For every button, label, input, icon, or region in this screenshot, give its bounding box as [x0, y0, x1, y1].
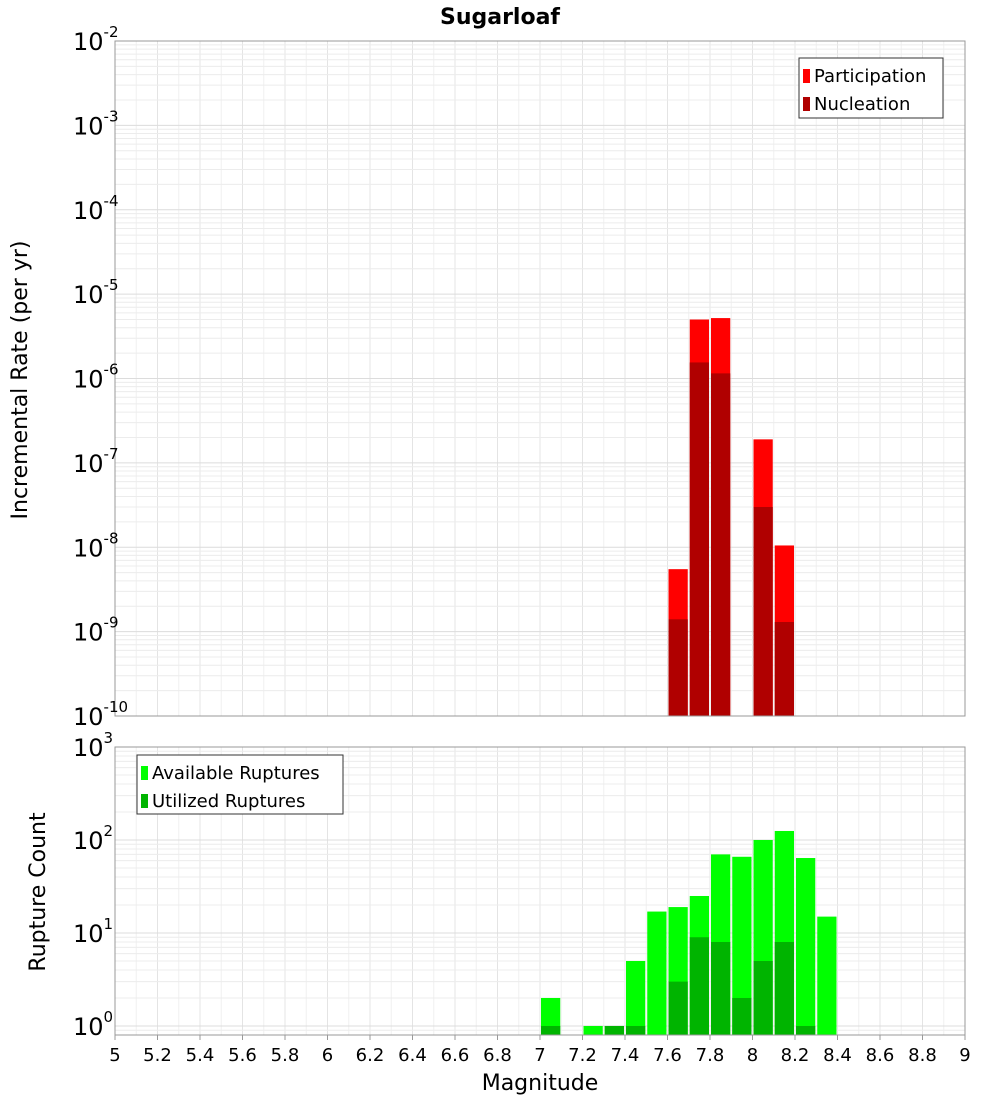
y-tick-exponent: -6	[104, 361, 119, 379]
x-tick-label: 5.6	[228, 1045, 257, 1066]
bottom-y-tick-label: 103	[73, 729, 113, 762]
bottom-bar-utilized-ruptures	[541, 1025, 561, 1035]
top-bar-nucleation	[711, 373, 731, 716]
x-tick-label: 7.2	[568, 1045, 597, 1066]
y-tick-exponent: -4	[104, 192, 119, 210]
top-y-tick-label: 10-9	[73, 614, 119, 647]
x-tick-label: 8.6	[866, 1045, 895, 1066]
bottom-legend	[136, 754, 344, 815]
y-tick-exponent: -5	[104, 276, 119, 294]
bottom-bar-available-ruptures	[796, 858, 816, 1035]
bottom-bar-utilized-ruptures	[604, 1025, 624, 1035]
chart-title: Sugarloaf	[440, 5, 560, 30]
top-y-tick-label: 10-7	[73, 445, 119, 478]
x-tick-label: 5.2	[143, 1045, 172, 1066]
top-bar-nucleation	[689, 362, 709, 716]
x-tick-label: 7.6	[653, 1045, 682, 1066]
y-tick-exponent: -10	[104, 698, 129, 716]
x-tick-label: 9	[959, 1045, 970, 1066]
bottom-legend-swatch	[141, 766, 148, 780]
y-tick-exponent: -8	[104, 529, 119, 547]
y-tick-exponent: -9	[104, 614, 119, 632]
top-bar-nucleation	[668, 619, 688, 716]
bottom-bar-utilized-ruptures	[668, 981, 688, 1035]
top-plot-frame	[114, 40, 966, 717]
y-tick-base: 10	[73, 281, 104, 309]
x-tick-label: 5.4	[186, 1045, 215, 1066]
y-tick-base: 10	[73, 827, 104, 855]
y-tick-exponent: 2	[104, 822, 114, 840]
y-tick-base: 10	[73, 197, 104, 225]
bottom-legend-label: Available Ruptures	[152, 763, 320, 784]
y-tick-base: 10	[73, 920, 104, 948]
y-tick-base: 10	[73, 534, 104, 562]
x-axis-label: Magnitude	[482, 1071, 599, 1096]
top-y-tick-label: 10-8	[73, 529, 119, 562]
bottom-bar-utilized-ruptures	[774, 942, 794, 1035]
x-tick-label: 8.4	[823, 1045, 852, 1066]
bottom-legend-swatch	[141, 794, 148, 808]
x-tick-label: 6.8	[483, 1045, 512, 1066]
top-y-tick-label: 10-5	[73, 276, 119, 309]
y-tick-exponent: -7	[104, 445, 119, 463]
x-tick-label: 8.2	[781, 1045, 810, 1066]
y-tick-exponent: -2	[104, 23, 119, 41]
bottom-bar-available-ruptures	[583, 1025, 603, 1035]
x-tick-label: 7	[534, 1045, 545, 1066]
bottom-y-tick-label: 100	[73, 1008, 113, 1041]
top-legend-swatch	[803, 69, 810, 83]
x-tick-label: 8	[747, 1045, 758, 1066]
y-tick-base: 10	[73, 450, 104, 478]
y-tick-base: 10	[73, 703, 104, 731]
top-y-axis-label: Incremental Rate (per yr)	[8, 241, 33, 520]
x-tick-label: 8.8	[908, 1045, 937, 1066]
top-y-tick-label: 10-6	[73, 361, 119, 394]
x-tick-label: 6	[322, 1045, 333, 1066]
x-tick-label: 5	[109, 1045, 120, 1066]
bottom-bar-utilized-ruptures	[711, 942, 731, 1035]
bottom-y-tick-label: 101	[73, 915, 113, 948]
top-y-tick-label: 10-4	[73, 192, 119, 225]
x-tick-label: 6.4	[398, 1045, 427, 1066]
x-tick-label: 6.6	[441, 1045, 470, 1066]
y-tick-base: 10	[73, 734, 104, 762]
top-legend	[798, 57, 944, 119]
bottom-bar-available-ruptures	[626, 960, 646, 1035]
bottom-bar-available-ruptures	[817, 916, 837, 1035]
x-tick-label: 7.8	[696, 1045, 725, 1066]
top-legend-label: Nucleation	[814, 94, 910, 115]
top-legend-swatch	[803, 97, 810, 111]
bottom-bar-utilized-ruptures	[796, 1025, 816, 1035]
y-tick-base: 10	[73, 619, 104, 647]
y-tick-base: 10	[73, 1013, 104, 1041]
bottom-y-tick-label: 102	[73, 822, 113, 855]
top-legend-label: Participation	[814, 66, 926, 87]
y-tick-exponent: 1	[104, 915, 114, 933]
bottom-legend-label: Utilized Ruptures	[152, 791, 305, 812]
y-tick-base: 10	[73, 366, 104, 394]
bottom-bar-available-ruptures	[647, 911, 667, 1035]
y-tick-base: 10	[73, 112, 104, 140]
bottom-bar-available-ruptures	[732, 856, 752, 1035]
bottom-bar-utilized-ruptures	[689, 937, 709, 1035]
x-tick-label: 5.8	[271, 1045, 300, 1066]
x-tick-label: 6.2	[356, 1045, 385, 1066]
x-tick-label: 7.4	[611, 1045, 640, 1066]
y-tick-exponent: -3	[104, 107, 119, 125]
bottom-bar-available-ruptures	[541, 997, 561, 1035]
top-bar-nucleation	[753, 506, 773, 716]
top-bar-nucleation	[774, 622, 794, 716]
bottom-bar-utilized-ruptures	[753, 960, 773, 1035]
top-y-tick-label: 10-10	[73, 698, 128, 731]
top-y-tick-label: 10-2	[73, 23, 119, 56]
y-tick-base: 10	[73, 28, 104, 56]
bottom-bar-utilized-ruptures	[626, 1025, 646, 1035]
y-tick-exponent: 0	[104, 1008, 114, 1026]
top-y-tick-label: 10-3	[73, 107, 119, 140]
bottom-y-axis-label: Rupture Count	[26, 812, 51, 972]
bottom-bar-utilized-ruptures	[732, 997, 752, 1035]
y-tick-exponent: 3	[104, 729, 114, 747]
